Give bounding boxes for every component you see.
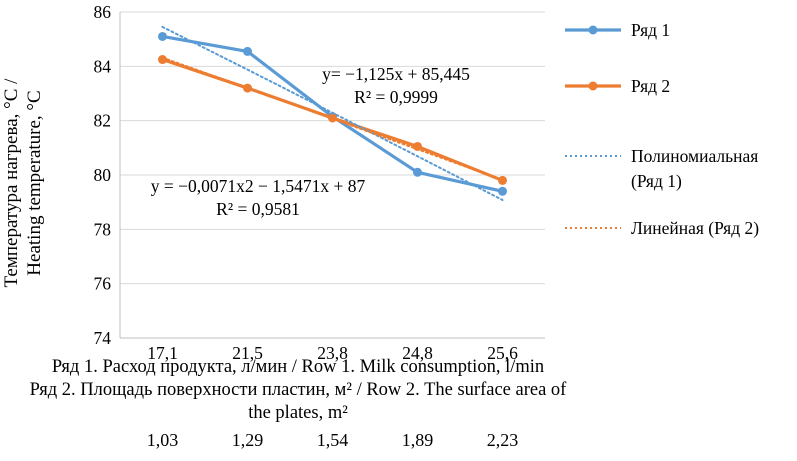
- x2-value: 1,03: [146, 430, 179, 450]
- trendline-equation: R² = 0,9999: [354, 87, 438, 107]
- legend-label: Ряд 2: [631, 76, 671, 96]
- secondary-x-values-row: 1,03 1,29 1,54 1,89 2,23: [46, 430, 566, 454]
- y-tick-label: 76: [94, 274, 112, 294]
- trendline-equation: y = −0,0071x2 − 1,5471x + 87: [151, 176, 366, 196]
- legend-label: Линейная (Ряд 2): [631, 218, 760, 238]
- x-tick-label: 17,1: [147, 343, 178, 362]
- trendline-equation: R² = 0,9581: [216, 199, 300, 219]
- y-axis-title-line2: Heating temperature, °С: [24, 90, 45, 276]
- x-tick-label: 24,8: [402, 343, 433, 362]
- x-axis-caption: Ряд 1. Расход продукта, л/мин / Row 1. M…: [20, 356, 576, 425]
- x2-value: 1,54: [316, 430, 349, 450]
- x-axis-caption-line1: Ряд 1. Расход продукта, л/мин / Row 1. M…: [51, 357, 545, 377]
- data-point: [158, 55, 167, 65]
- trendline: [161, 56, 504, 181]
- y-tick-label: 80: [94, 165, 112, 185]
- chart-legend: Ряд 1 Ряд 2 Полиномиальная (Ряд 1) Линейная…: [565, 0, 795, 461]
- legend-item: Линейная (Ряд 2): [565, 216, 759, 241]
- legend-dotted-line-swatch: [565, 227, 621, 229]
- y-tick-label: 84: [94, 56, 112, 76]
- x-tick-label: 25,6: [487, 343, 518, 362]
- legend-label: Ряд 1: [631, 20, 671, 40]
- legend-dotted-line-swatch: [565, 155, 621, 157]
- x2-value: 1,29: [231, 430, 264, 450]
- data-point: [498, 186, 507, 196]
- y-tick-label: 74: [94, 328, 112, 348]
- data-point: [413, 167, 422, 177]
- x-axis-caption-line2: Ряд 2. Площадь поверхности пластин, м² /…: [29, 380, 567, 400]
- trendline: [161, 25, 504, 201]
- y-tick-label: 82: [94, 111, 112, 131]
- data-point: [243, 46, 252, 56]
- legend-marker: [588, 81, 598, 91]
- data-point: [158, 31, 167, 41]
- legend-line-swatch: [565, 25, 621, 35]
- data-point: [413, 141, 422, 151]
- legend-marker: [588, 25, 598, 35]
- x-tick-label: 23,8: [317, 343, 348, 362]
- legend-line-swatch: [565, 81, 621, 91]
- y-axis-title: Температура нагрева, °С / Heating temper…: [0, 7, 46, 359]
- x-tick-label: 21,5: [232, 343, 263, 362]
- y-tick-label: 78: [94, 219, 112, 239]
- y-tick-label: 86: [94, 2, 112, 22]
- x-axis-caption-line3: the plates, m²: [248, 403, 348, 423]
- legend-label: Полиномиальная (Ряд 1): [631, 146, 759, 191]
- legend-item: Ряд 1: [565, 18, 670, 43]
- y-axis-title-line1: Температура нагрева, °С /: [1, 78, 22, 288]
- x2-value: 2,23: [486, 430, 519, 450]
- x2-value: 1,89: [401, 430, 434, 450]
- plot-area: 74 76 78 80 82 84 86 17,1 21,5 23,8 24,8 25,6 y= −1,…: [94, 2, 545, 362]
- trendline-equation: y= −1,125x + 85,445: [322, 64, 470, 84]
- legend-item: Полиномиальная (Ряд 1): [565, 144, 781, 194]
- legend-item: Ряд 2: [565, 74, 670, 99]
